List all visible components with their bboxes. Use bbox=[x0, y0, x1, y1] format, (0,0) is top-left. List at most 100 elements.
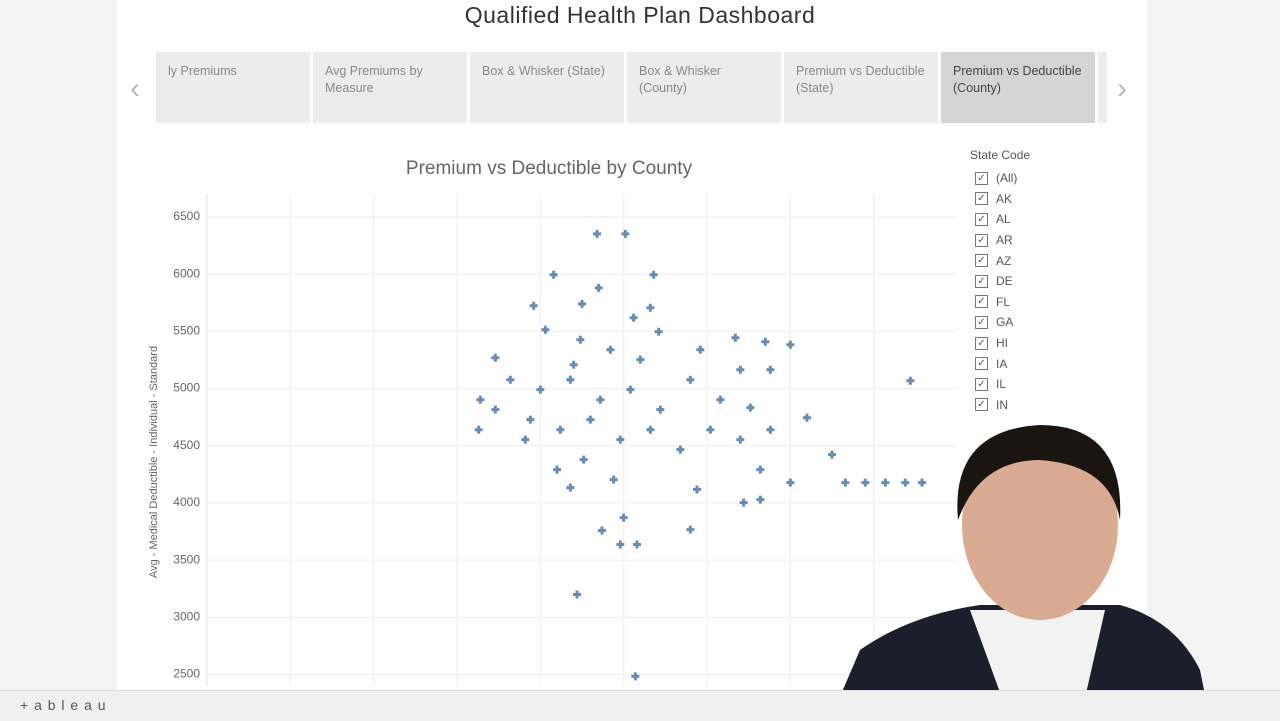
filter-label: AR bbox=[996, 233, 1013, 248]
point bbox=[761, 337, 770, 346]
filter-label: IL bbox=[996, 377, 1007, 392]
point bbox=[693, 485, 701, 494]
y-tick-label: 4500 bbox=[173, 438, 200, 452]
y-tick-label: 3000 bbox=[173, 610, 200, 624]
point bbox=[649, 270, 658, 279]
checkbox[interactable]: ✓ bbox=[975, 377, 988, 391]
point bbox=[553, 465, 561, 474]
tab[interactable]: Premium vs Deductible (County) bbox=[941, 52, 1095, 123]
point bbox=[636, 355, 645, 364]
point bbox=[906, 376, 915, 385]
y-tick-label: 5500 bbox=[173, 323, 200, 337]
point bbox=[521, 435, 530, 444]
tab[interactable]: Avg Premiums by Measure bbox=[313, 52, 467, 123]
tab[interactable]: Box & Whisker (County) bbox=[627, 52, 781, 123]
filter-item[interactable]: ✓ GA bbox=[975, 312, 1125, 333]
point bbox=[918, 478, 926, 487]
checkbox[interactable]: ✓ bbox=[975, 171, 988, 185]
filter-item[interactable]: ✓ DE bbox=[975, 271, 1125, 292]
filter-item[interactable]: ✓ AR bbox=[975, 230, 1125, 251]
point bbox=[593, 229, 601, 238]
tab[interactable]: Premium vs Deductible (State) bbox=[784, 52, 938, 123]
point bbox=[786, 478, 795, 487]
point bbox=[626, 385, 635, 394]
point bbox=[739, 498, 748, 507]
point bbox=[676, 445, 685, 454]
filter-label: IA bbox=[996, 356, 1008, 371]
checkbox[interactable]: ✓ bbox=[975, 233, 988, 247]
checkbox[interactable]: ✓ bbox=[975, 336, 988, 350]
checkbox[interactable]: ✓ bbox=[975, 274, 988, 288]
point bbox=[529, 301, 538, 310]
filter-item[interactable]: ✓ IN bbox=[975, 395, 1125, 416]
filter-item[interactable]: ✓ AK bbox=[975, 189, 1125, 210]
filter-label: IN bbox=[996, 397, 1008, 412]
point bbox=[736, 365, 745, 374]
point bbox=[491, 353, 500, 362]
point bbox=[474, 425, 483, 434]
filter-list: ✓ (All) ✓ AK ✓ AL ✓ AR ✓ AZ ✓ DE ✓ FL ✓ GA ✓ HI ✓ IA ✓ IL ✓ IN bbox=[970, 168, 1125, 438]
filter-item[interactable]: ✓ AL bbox=[975, 209, 1125, 230]
point bbox=[686, 525, 695, 534]
tab[interactable]: Box & Whisker (State) bbox=[470, 52, 624, 123]
filter-item[interactable]: ✓ IL bbox=[975, 374, 1125, 395]
point bbox=[579, 455, 588, 464]
tableau-logo[interactable]: + a b l e a u bbox=[20, 697, 107, 713]
next-arrow[interactable]: › bbox=[1117, 72, 1127, 105]
point bbox=[646, 425, 655, 434]
filter-label: AK bbox=[996, 191, 1013, 206]
point bbox=[654, 327, 663, 336]
checkbox[interactable]: ✓ bbox=[975, 357, 988, 371]
filter-item[interactable]: ✓ FL bbox=[975, 292, 1125, 313]
point bbox=[786, 340, 795, 349]
point bbox=[756, 465, 765, 474]
filter-label: (All) bbox=[996, 171, 1018, 186]
tab[interactable]: ly Premiums bbox=[156, 52, 310, 123]
point bbox=[606, 345, 615, 354]
filter-item[interactable]: ✓ HI bbox=[975, 333, 1125, 354]
filter-item[interactable]: ✓ (All) bbox=[975, 168, 1125, 189]
point bbox=[506, 375, 515, 384]
point bbox=[766, 365, 775, 374]
y-axis-label: Avg - Medical Deductible - Individual - … bbox=[148, 346, 160, 578]
point bbox=[696, 345, 705, 354]
checkbox[interactable]: ✓ bbox=[975, 398, 988, 412]
point bbox=[756, 495, 765, 504]
point bbox=[766, 425, 775, 434]
filter-item[interactable]: ✓ AZ bbox=[975, 250, 1125, 271]
webcam-overlay bbox=[830, 425, 1210, 720]
point bbox=[621, 229, 630, 238]
footer: + a b l e a u bbox=[0, 690, 1280, 721]
point bbox=[616, 540, 625, 549]
point bbox=[629, 313, 638, 322]
point bbox=[803, 413, 811, 422]
filter-label: GA bbox=[996, 315, 1014, 330]
filter-item[interactable]: ✓ IA bbox=[975, 353, 1125, 374]
state-filter: State Code ✓ (All) ✓ AK ✓ AL ✓ AR ✓ AZ ✓ DE ✓ FL ✓ GA ✓ H… bbox=[970, 148, 1125, 438]
point bbox=[598, 526, 606, 535]
point bbox=[633, 540, 641, 549]
checkbox[interactable]: ✓ bbox=[975, 254, 988, 268]
point bbox=[596, 395, 605, 404]
point bbox=[901, 478, 910, 487]
point bbox=[828, 450, 836, 459]
filter-label: FL bbox=[996, 294, 1011, 309]
filter-title: State Code bbox=[970, 148, 1031, 162]
y-tick-label: 3500 bbox=[173, 552, 200, 566]
prev-arrow[interactable]: ‹ bbox=[130, 72, 140, 105]
point bbox=[736, 435, 745, 444]
point bbox=[491, 405, 500, 414]
checkbox[interactable]: ✓ bbox=[975, 315, 988, 329]
checkbox[interactable]: ✓ bbox=[975, 212, 988, 226]
point bbox=[646, 303, 655, 312]
point bbox=[573, 590, 581, 599]
checkbox[interactable]: ✓ bbox=[975, 295, 988, 309]
point bbox=[609, 475, 618, 484]
point bbox=[576, 335, 585, 344]
point bbox=[716, 395, 725, 404]
point bbox=[578, 299, 586, 308]
checkbox[interactable]: ✓ bbox=[975, 192, 988, 206]
tab[interactable]: Premiu (Issuer bbox=[1098, 52, 1107, 123]
chart: Premium vs Deductible by County Avg - Me… bbox=[148, 158, 957, 686]
